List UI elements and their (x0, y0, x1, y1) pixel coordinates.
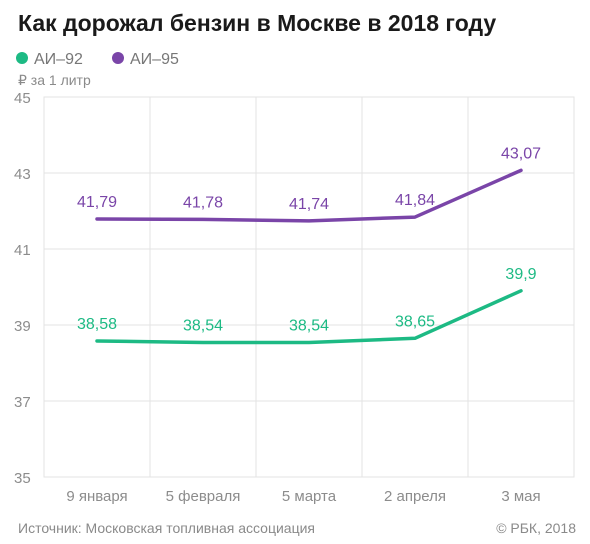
y-tick-label: 43 (14, 166, 31, 183)
y-axis-ticks: 35 37 39 41 43 45 (14, 90, 31, 487)
legend-label-ai95: АИ–95 (130, 51, 179, 68)
data-label-ai95: 41,74 (289, 196, 329, 213)
data-label-ai92: 38,58 (77, 316, 117, 333)
x-tick-label: 2 апреля (384, 488, 446, 505)
legend-marker-ai95 (112, 52, 124, 64)
data-label-ai95: 41,78 (183, 194, 223, 211)
series-line-ai92 (95, 289, 523, 345)
unit-label: ₽ за 1 литр (18, 72, 91, 88)
x-tick-label: 5 марта (282, 488, 337, 505)
chart-title: Как дорожал бензин в Москве в 2018 году (18, 10, 496, 36)
y-tick-label: 45 (14, 90, 31, 107)
source-note: Источник: Московская топливная ассоциаци… (18, 520, 315, 536)
data-labels: 38,58 38,54 38,54 38,65 39,9 41,79 41,78 41,74 4… (77, 145, 541, 334)
data-label-ai92: 39,9 (505, 266, 536, 283)
y-tick-label: 41 (14, 242, 31, 259)
copyright-note: © РБК, 2018 (496, 520, 576, 536)
grid (43, 96, 575, 478)
y-tick-label: 39 (14, 318, 31, 335)
series-line-ai95 (95, 168, 523, 223)
plot-frame (43, 96, 575, 478)
data-label-ai95: 43,07 (501, 145, 541, 162)
data-label-ai92: 38,54 (183, 317, 223, 334)
data-label-ai95: 41,79 (77, 194, 117, 211)
y-tick-label: 35 (14, 470, 31, 487)
x-tick-label: 9 января (66, 488, 127, 505)
series-lines (95, 168, 523, 345)
y-tick-label: 37 (14, 394, 31, 411)
legend: АИ–92 АИ–95 (16, 51, 179, 68)
x-tick-label: 3 мая (501, 488, 540, 505)
x-tick-label: 5 февраля (166, 488, 241, 505)
data-label-ai95: 41,84 (395, 192, 435, 209)
legend-label-ai92: АИ–92 (34, 51, 83, 68)
data-label-ai92: 38,54 (289, 317, 329, 334)
data-label-ai92: 38,65 (395, 313, 435, 330)
legend-marker-ai92 (16, 52, 28, 64)
x-axis-ticks: 9 января 5 февраля 5 марта 2 апреля 3 мая (66, 488, 540, 505)
